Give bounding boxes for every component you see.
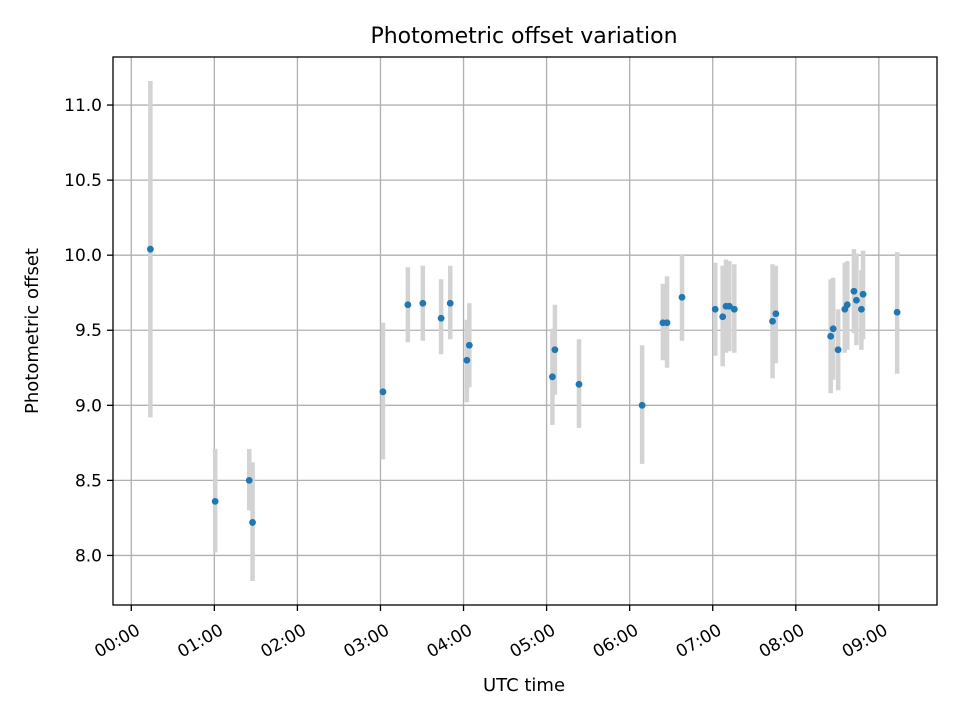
data-point <box>711 305 719 313</box>
data-point <box>827 332 835 340</box>
y-axis: 8.0 8.5 9.0 9.5 10.0 10.5 11.0 <box>64 96 113 566</box>
data-point <box>769 317 776 325</box>
data-point <box>843 301 851 309</box>
data-point <box>146 245 154 253</box>
data-point <box>730 305 738 313</box>
y-tick-label: 9.0 <box>75 396 102 416</box>
data-point <box>249 519 256 526</box>
data-point <box>834 346 842 354</box>
data-point <box>404 301 412 309</box>
data-point <box>379 388 387 396</box>
data-point <box>772 310 780 318</box>
x-axis-label: UTC time <box>483 675 565 696</box>
data-point <box>893 308 901 316</box>
data-point <box>850 287 858 295</box>
y-tick-label: 11.0 <box>64 96 102 116</box>
data-point <box>211 498 219 505</box>
data-point <box>663 319 671 327</box>
y-tick-label: 10.5 <box>64 171 102 191</box>
data-point <box>719 313 727 321</box>
y-tick-label: 10.0 <box>64 246 102 266</box>
data-point <box>829 325 837 333</box>
y-tick-label: 8.0 <box>75 546 102 566</box>
y-axis-label: Photometric offset <box>22 248 43 414</box>
data-point <box>463 356 471 364</box>
data-point <box>551 346 559 354</box>
y-tick-label: 8.5 <box>75 471 102 491</box>
data-point <box>725 302 733 310</box>
data-point <box>465 341 473 349</box>
y-tick-label: 9.5 <box>75 321 102 341</box>
data-point <box>549 373 556 381</box>
data-point <box>437 314 445 322</box>
data-point <box>419 299 427 307</box>
plot-frame <box>112 56 938 606</box>
data-point <box>859 290 867 298</box>
data-point <box>638 401 646 409</box>
data-points <box>146 245 901 526</box>
data-point <box>853 296 860 304</box>
data-point <box>678 293 686 301</box>
data-point <box>245 476 253 484</box>
data-point <box>446 299 454 307</box>
chart-title: Photometric offset variation <box>370 24 677 49</box>
data-point <box>858 305 865 313</box>
data-point <box>575 380 583 388</box>
